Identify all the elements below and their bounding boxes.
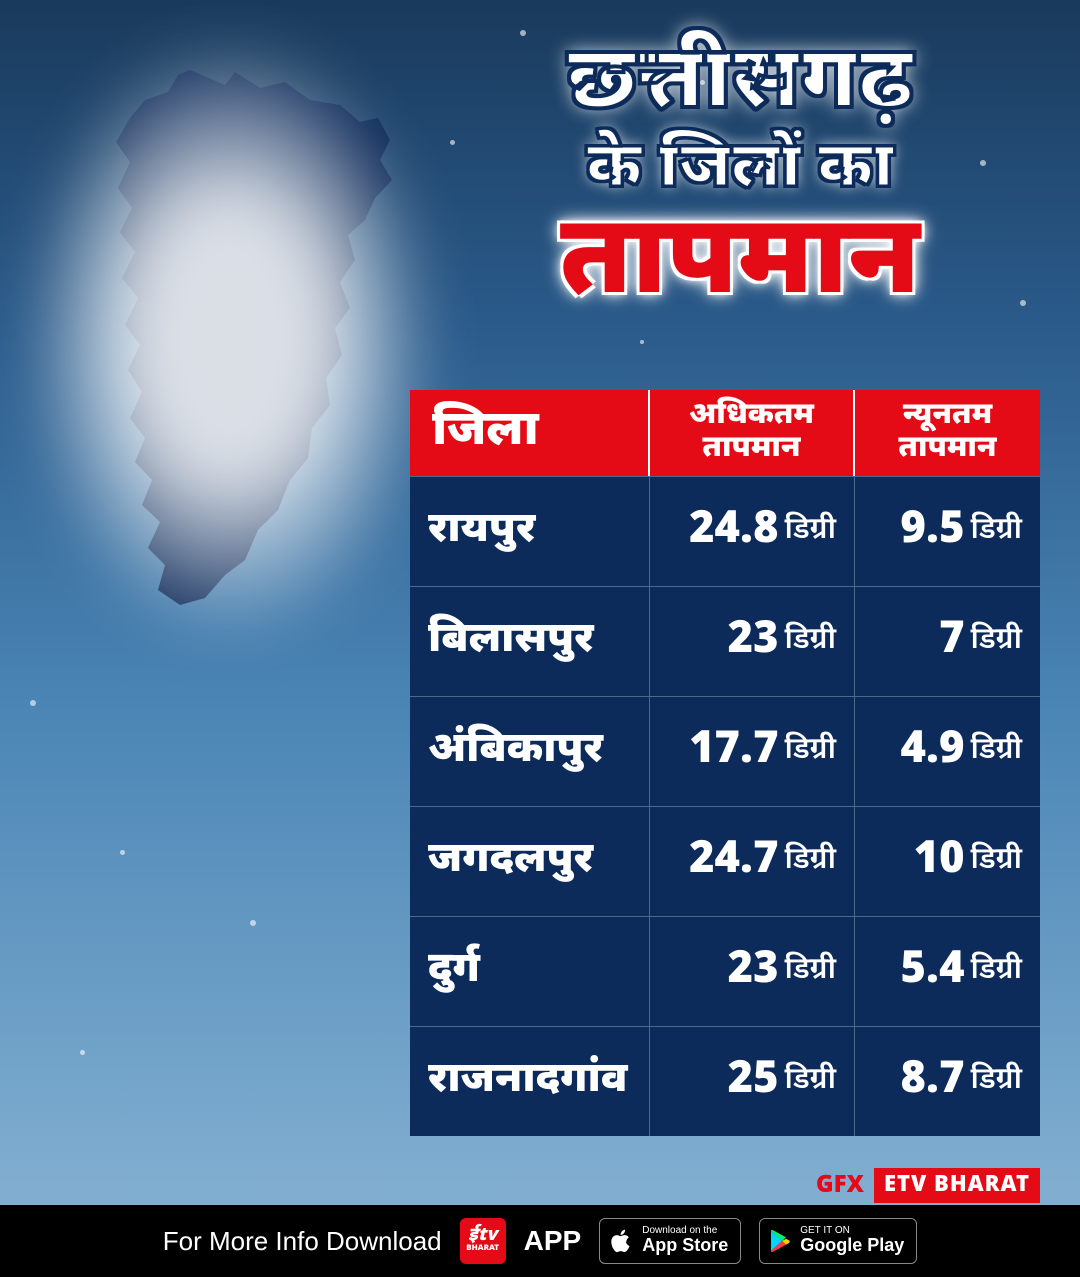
- cell-min-temp: 4.9डिग्री: [855, 696, 1040, 806]
- map-chhattisgarh: [50, 60, 410, 620]
- snow-dot: [120, 850, 125, 855]
- cell-district: राजनादगांव: [410, 1026, 650, 1136]
- cell-max-temp: 23डिग्री: [650, 586, 855, 696]
- cell-district: बिलासपुर: [410, 586, 650, 696]
- etv-bharat-badge: ETV BHARAT: [874, 1168, 1040, 1203]
- header-min-temp: न्यूनतम तापमान: [855, 390, 1040, 476]
- app-store-badge[interactable]: Download on the App Store: [599, 1218, 741, 1264]
- table-row: अंबिकापुर17.7डिग्री4.9डिग्री: [410, 696, 1040, 806]
- snow-dot: [80, 1050, 85, 1055]
- cell-district: अंबिकापुर: [410, 696, 650, 806]
- snow-dot: [520, 30, 526, 36]
- title-line1: छत्तीसगढ़: [440, 40, 1040, 132]
- cell-min-temp: 9.5डिग्री: [855, 476, 1040, 586]
- header-max-temp: अधिकतम तापमान: [650, 390, 855, 476]
- title-block: छत्तीसगढ़ के जिलों का तापमान: [440, 40, 1040, 320]
- apple-icon: [608, 1228, 634, 1254]
- footer-text: For More Info Download: [163, 1226, 442, 1257]
- snow-dot: [640, 340, 644, 344]
- table-row: जगदलपुर24.7डिग्री10डिग्री: [410, 806, 1040, 916]
- cell-district: जगदलपुर: [410, 806, 650, 916]
- app-word: APP: [524, 1225, 582, 1257]
- cell-max-temp: 24.8डिग्री: [650, 476, 855, 586]
- cell-min-temp: 7डिग्री: [855, 586, 1040, 696]
- table-row: दुर्ग23डिग्री5.4डिग्री: [410, 916, 1040, 1026]
- cell-district: रायपुर: [410, 476, 650, 586]
- gfx-label: GFX: [816, 1170, 864, 1202]
- branding-row: GFX ETV BHARAT: [816, 1168, 1040, 1203]
- cell-district: दुर्ग: [410, 916, 650, 1026]
- header-district: जिला: [410, 390, 650, 476]
- temperature-table: जिला अधिकतम तापमान न्यूनतम तापमान रायपुर…: [410, 390, 1040, 1136]
- cell-min-temp: 8.7डिग्री: [855, 1026, 1040, 1136]
- cell-max-temp: 24.7डिग्री: [650, 806, 855, 916]
- table-header-row: जिला अधिकतम तापमान न्यूनतम तापमान: [410, 390, 1040, 476]
- google-play-icon: [768, 1229, 792, 1253]
- snow-dot: [250, 920, 256, 926]
- etv-app-logo: ईtv BHARAT: [460, 1218, 506, 1264]
- google-play-badge[interactable]: GET IT ON Google Play: [759, 1218, 917, 1264]
- snow-dot: [30, 700, 36, 706]
- footer-bar: For More Info Download ईtv BHARAT APP Do…: [0, 1205, 1080, 1277]
- table-row: राजनादगांव25डिग्री8.7डिग्री: [410, 1026, 1040, 1136]
- cell-max-temp: 23डिग्री: [650, 916, 855, 1026]
- table-row: बिलासपुर23डिग्री7डिग्री: [410, 586, 1040, 696]
- cell-max-temp: 17.7डिग्री: [650, 696, 855, 806]
- cell-min-temp: 5.4डिग्री: [855, 916, 1040, 1026]
- table-body: रायपुर24.8डिग्री9.5डिग्रीबिलासपुर23डिग्र…: [410, 476, 1040, 1136]
- cell-min-temp: 10डिग्री: [855, 806, 1040, 916]
- table-row: रायपुर24.8डिग्री9.5डिग्री: [410, 476, 1040, 586]
- title-line3: तापमान: [440, 210, 1040, 320]
- cell-max-temp: 25डिग्री: [650, 1026, 855, 1136]
